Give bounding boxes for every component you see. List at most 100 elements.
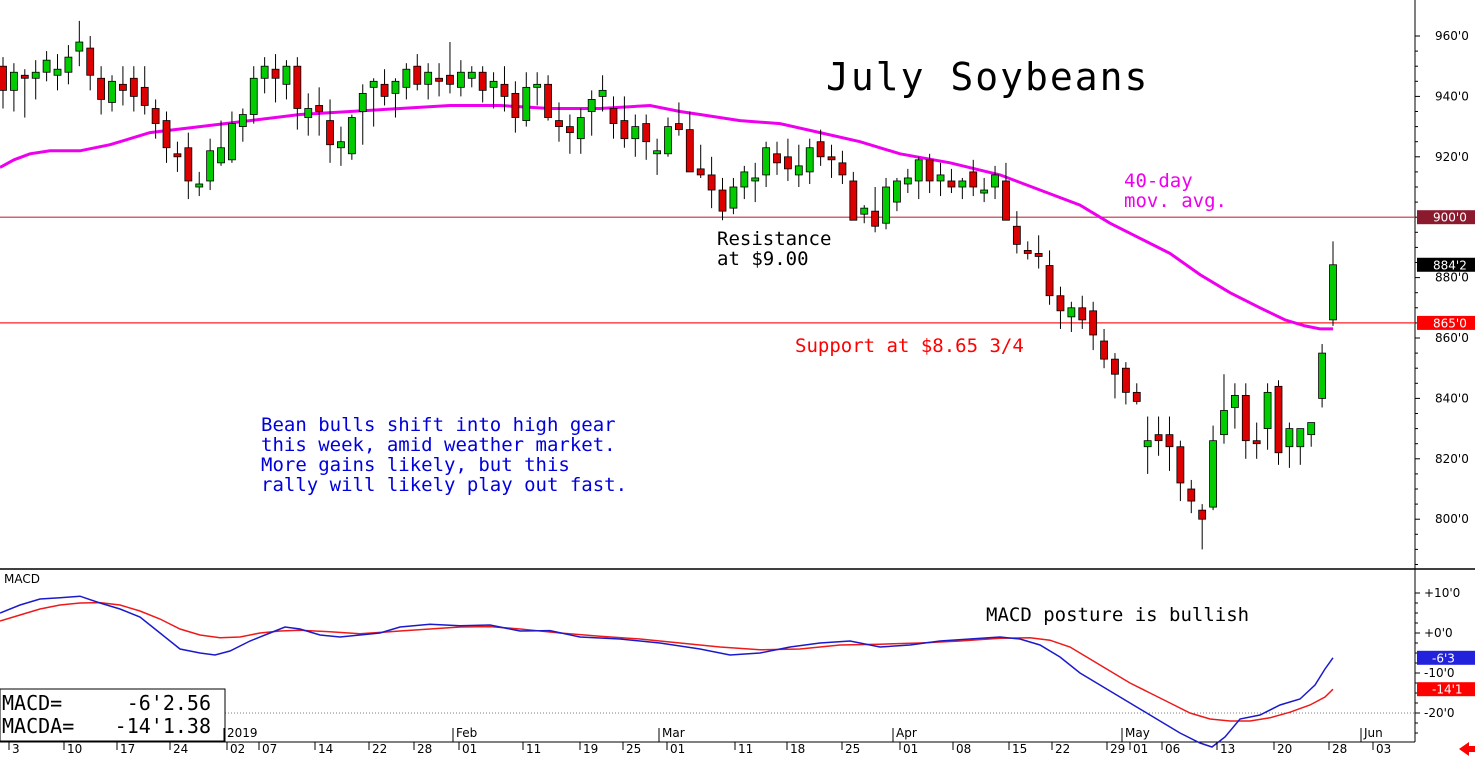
- price-y-tick-label: 800'0: [1435, 512, 1469, 526]
- candle-body: [555, 120, 563, 127]
- candle-body: [1121, 367, 1130, 393]
- x-month-label: Jun: [1363, 726, 1383, 740]
- price-badge: [1417, 257, 1475, 272]
- candle-body: [914, 159, 923, 182]
- candle-body: [326, 120, 334, 146]
- x-month-label: May: [1125, 726, 1150, 740]
- candle-body: [173, 153, 182, 158]
- candle-body: [565, 126, 574, 134]
- candle-body: [53, 68, 62, 76]
- macd-annotation: MACD posture is bullish: [986, 604, 1249, 626]
- candle-body: [1078, 307, 1087, 321]
- x-day-label: 20: [1277, 742, 1292, 756]
- macd-badge: [1417, 650, 1475, 665]
- annotation-commentary: Bean bulls shift into high gear this wee…: [261, 414, 627, 496]
- candle-body: [489, 80, 498, 88]
- candle-body: [587, 99, 596, 112]
- price-y-tick-label: 940'0: [1435, 89, 1469, 103]
- candle-body: [838, 162, 847, 176]
- candle-body: [729, 186, 738, 209]
- candle-body: [947, 180, 956, 188]
- x-month-label: Mar: [662, 726, 685, 740]
- x-day-label: 22: [1055, 742, 1070, 756]
- candle-body: [991, 174, 999, 188]
- candle-body: [849, 180, 858, 221]
- price-y-tick-label: 920'0: [1435, 150, 1469, 164]
- candle-body: [86, 47, 95, 76]
- candle-body: [456, 71, 465, 88]
- macd-badge: [1417, 682, 1475, 697]
- price-panel: 960'0 940'0 920'0 900'0 880'0 860'0 840'0 820'0…: [0, 0, 1475, 743]
- candle-body: [391, 80, 400, 94]
- candle-body: [162, 120, 171, 149]
- x-month-label: Apr: [896, 726, 917, 740]
- macd-line: [0, 595, 1334, 748]
- candle-body: [119, 83, 127, 91]
- candle-body: [478, 71, 487, 91]
- candle-body: [511, 92, 520, 118]
- macd-y-tick-label: -10'0: [1424, 666, 1455, 680]
- candle-body: [533, 83, 542, 88]
- candle-body: [1056, 295, 1065, 312]
- candle-body: [784, 156, 792, 170]
- candle-body: [805, 147, 814, 173]
- candle-body: [1045, 265, 1054, 297]
- support-resistance-lines: [0, 216, 1415, 324]
- candle-body: [1176, 446, 1185, 484]
- macd-panel-title: MACD: [4, 572, 40, 586]
- candle-body: [402, 68, 411, 88]
- candle-body: [271, 68, 280, 79]
- candle-body: [75, 41, 84, 52]
- candle-body: [10, 71, 18, 91]
- x-day-label: 15: [1012, 742, 1027, 756]
- candle-body: [740, 171, 749, 188]
- candle-body: [500, 83, 509, 97]
- candle-body: [260, 65, 269, 79]
- candle-body: [184, 147, 193, 182]
- candle-body: [1209, 440, 1217, 508]
- macda-readout-value: -14'1.38: [115, 714, 211, 738]
- price-y-tick-label: 840'0: [1435, 391, 1469, 405]
- candlesticks: [0, 20, 1337, 550]
- candle-body: [827, 156, 836, 161]
- candle-body: [249, 77, 258, 115]
- macd-y-ticks: +10'0 +0'0 -10'0 -20'0: [1415, 586, 1460, 734]
- candle-body: [424, 71, 433, 85]
- candle-body: [1285, 428, 1294, 448]
- macd-panel: MACD +10'0 +0'0 -10'0 -20'0 -6'3 -14'1 MACD …: [0, 572, 1475, 756]
- x-day-label: 01: [903, 742, 918, 756]
- candle-body: [642, 123, 651, 143]
- candle-body: [653, 150, 661, 155]
- x-day-label: 10: [67, 742, 82, 756]
- x-day-label: 06: [1165, 742, 1180, 756]
- candle-body: [1241, 394, 1250, 442]
- candle-body: [140, 86, 149, 106]
- x-day-label: 07: [262, 742, 277, 756]
- candle-body: [1100, 340, 1108, 360]
- candle-body: [20, 74, 29, 79]
- candle-body: [97, 77, 106, 100]
- candle-body: [1296, 428, 1305, 448]
- macd-readout-label: MACD=: [2, 691, 62, 715]
- candle-body: [871, 210, 880, 227]
- scroll-arrow-icon[interactable]: [1459, 742, 1475, 756]
- candle-body: [773, 153, 781, 164]
- candle-body: [228, 123, 236, 161]
- candle-body: [969, 171, 978, 188]
- x-day-label: 25: [626, 742, 641, 756]
- x-day-label: 11: [526, 742, 541, 756]
- candle-body: [108, 80, 116, 103]
- price-badge-label: 900'0: [1433, 211, 1467, 225]
- candle-body: [860, 207, 869, 215]
- x-day-label: 19: [583, 742, 598, 756]
- candle-body: [576, 117, 585, 140]
- x-month-label: 2019: [227, 726, 258, 740]
- macd-badge-label: -14'1: [1432, 683, 1463, 697]
- x-day-label: 11: [738, 742, 753, 756]
- candle-body: [282, 65, 291, 85]
- candle-body: [1034, 253, 1043, 257]
- macd-readout-box: [0, 688, 226, 742]
- candle-body: [664, 126, 672, 155]
- candle-body: [1089, 310, 1098, 336]
